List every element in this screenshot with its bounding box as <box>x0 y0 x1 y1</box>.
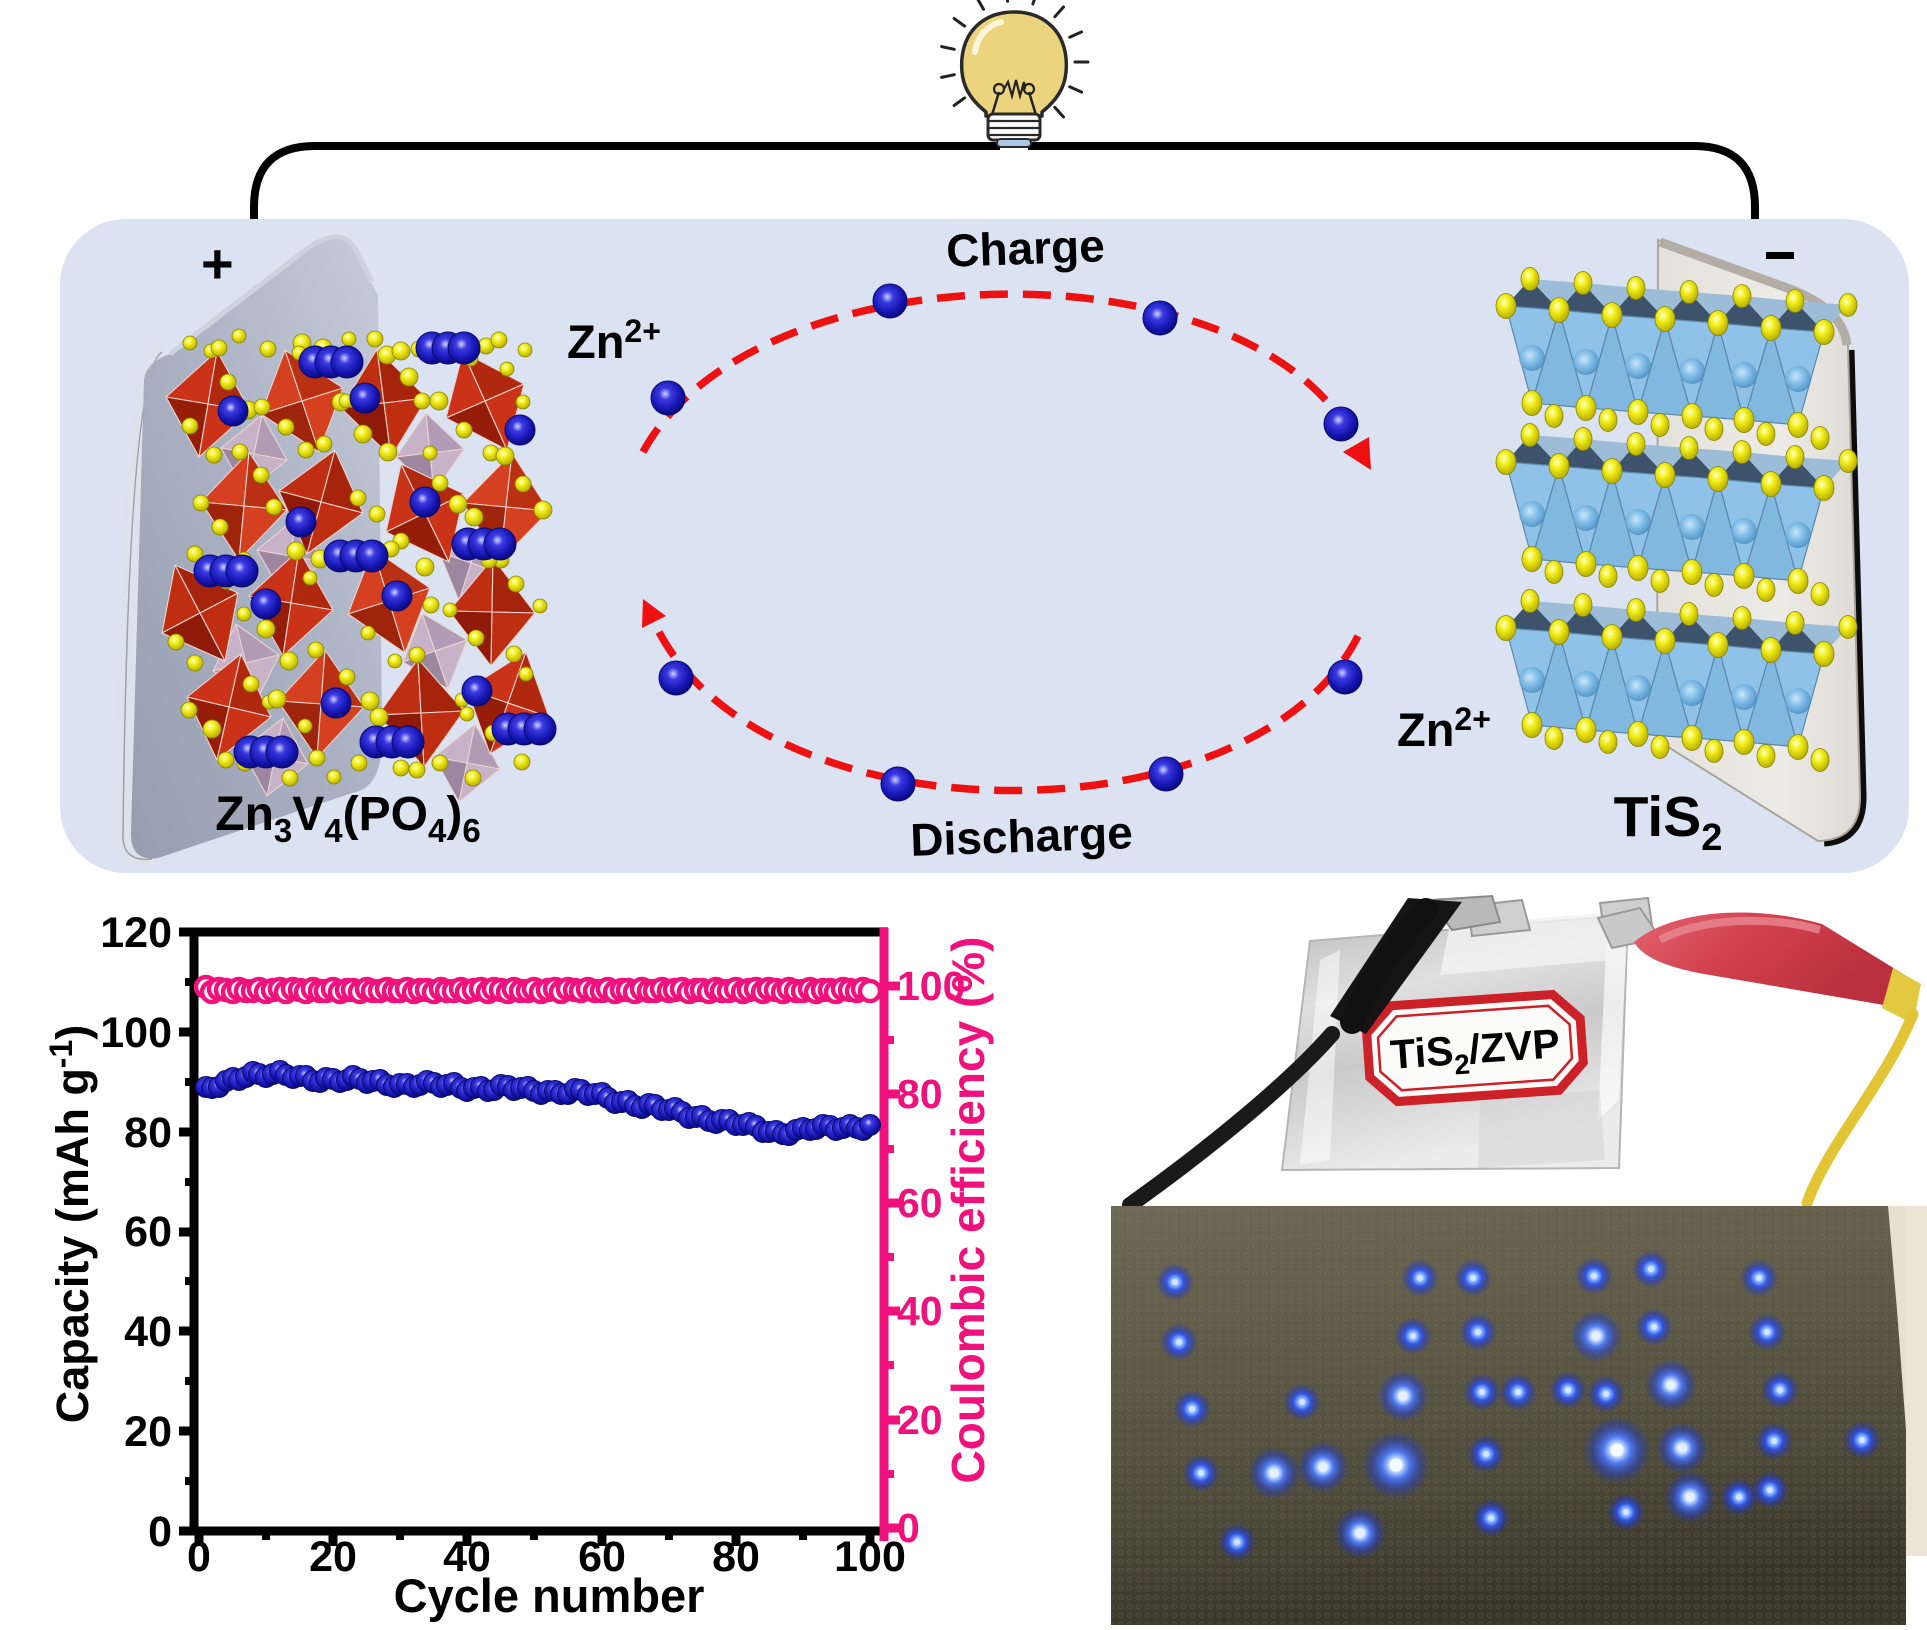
svg-text:+: + <box>201 232 234 295</box>
svg-text:Coulombic efficiency (%): Coulombic efficiency (%) <box>942 937 994 1484</box>
svg-text:Discharge: Discharge <box>909 806 1133 866</box>
svg-text:20: 20 <box>309 1533 357 1581</box>
svg-text:20: 20 <box>897 1397 943 1443</box>
svg-text:60: 60 <box>124 1208 172 1256</box>
svg-text:80: 80 <box>124 1109 172 1157</box>
svg-text:80: 80 <box>712 1533 760 1581</box>
svg-text:100: 100 <box>100 1009 172 1057</box>
svg-text:120: 120 <box>100 909 172 957</box>
svg-text:80: 80 <box>897 1071 943 1117</box>
svg-text:0: 0 <box>897 1505 920 1551</box>
svg-text:Zn2+: Zn2+ <box>567 313 661 368</box>
svg-text:60: 60 <box>578 1533 626 1581</box>
svg-text:TiS2: TiS2 <box>1614 785 1723 859</box>
svg-text:40: 40 <box>443 1533 491 1581</box>
svg-text:Charge: Charge <box>945 219 1105 276</box>
svg-text:40: 40 <box>124 1308 172 1356</box>
svg-text:0: 0 <box>148 1508 172 1556</box>
svg-text:Capacity (mAh g-1): Capacity (mAh g-1) <box>43 1025 98 1424</box>
svg-text:100: 100 <box>897 963 965 1009</box>
svg-text:60: 60 <box>897 1180 943 1226</box>
svg-text:100: 100 <box>834 1533 906 1581</box>
svg-text:0: 0 <box>187 1533 211 1581</box>
svg-text:20: 20 <box>124 1408 172 1456</box>
svg-text:40: 40 <box>897 1288 943 1334</box>
svg-text:Cycle number: Cycle number <box>394 1569 705 1622</box>
